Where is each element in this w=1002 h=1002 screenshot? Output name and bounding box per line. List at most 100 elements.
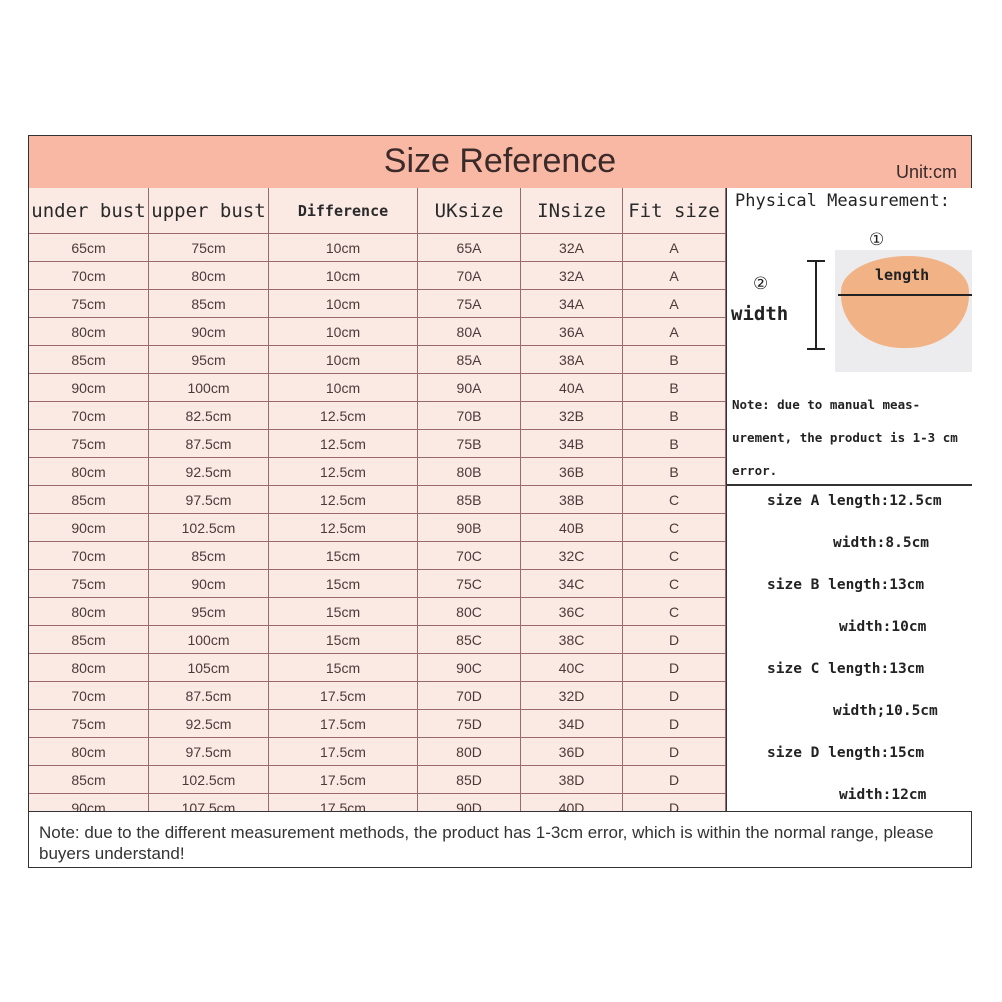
table-cell: 80C <box>418 598 521 625</box>
table-cell: 32D <box>521 682 623 709</box>
size-length-spec: size A length:12.5cm <box>767 493 942 509</box>
size-length-spec: size B length:13cm <box>767 577 925 593</box>
table-cell: 38C <box>521 626 623 653</box>
table-cell: 80cm <box>29 654 149 681</box>
table-cell: 95cm <box>149 346 269 373</box>
table-cell: 80D <box>418 738 521 765</box>
table-cell: B <box>623 458 726 485</box>
table-cell: 70A <box>418 262 521 289</box>
table-row: 80cm 90cm 10cm 80A 36A A <box>29 318 726 346</box>
table-cell: 75cm <box>29 290 149 317</box>
table-cell: 85C <box>418 626 521 653</box>
table-cell: 12.5cm <box>269 430 418 457</box>
length-line <box>838 294 972 296</box>
table-cell: 36D <box>521 738 623 765</box>
table-cell: 90cm <box>29 374 149 401</box>
table-row: 70cm 85cm 15cm 70C 32C C <box>29 542 726 570</box>
table-cell: 17.5cm <box>269 794 418 811</box>
table-row: 70cm 87.5cm 17.5cm 70D 32D D <box>29 682 726 710</box>
table-cell: 32C <box>521 542 623 569</box>
table-cell: 90A <box>418 374 521 401</box>
table-cell: 85B <box>418 486 521 513</box>
table-row: 85cm 100cm 15cm 85C 38C D <box>29 626 726 654</box>
header-difference: Difference <box>269 188 418 233</box>
table-cell: 15cm <box>269 654 418 681</box>
breast-form-shape <box>841 256 969 348</box>
table-cell: D <box>623 710 726 737</box>
table-cell: 34B <box>521 430 623 457</box>
table-cell: 38D <box>521 766 623 793</box>
table-cell: D <box>623 766 726 793</box>
table-cell: 95cm <box>149 598 269 625</box>
size-width-spec: width;10.5cm <box>833 703 938 719</box>
table-cell: 12.5cm <box>269 486 418 513</box>
table-cell: 12.5cm <box>269 458 418 485</box>
table-row: 90cm 100cm 10cm 90A 40A B <box>29 374 726 402</box>
table-cell: 32B <box>521 402 623 429</box>
table-cell: 90cm <box>29 514 149 541</box>
table-cell: 75cm <box>29 570 149 597</box>
table-row: 80cm 95cm 15cm 80C 36C C <box>29 598 726 626</box>
table-cell: 75C <box>418 570 521 597</box>
table-cell: 80cm <box>29 318 149 345</box>
table-row: 70cm 82.5cm 12.5cm 70B 32B B <box>29 402 726 430</box>
breast-form-image: length <box>835 250 972 372</box>
measurement-panel: Physical Measurement: ① ② width length N… <box>726 188 972 811</box>
table-cell: 34C <box>521 570 623 597</box>
table-cell: C <box>623 598 726 625</box>
panel-divider <box>727 484 972 486</box>
table-cell: A <box>623 262 726 289</box>
table-cell: A <box>623 318 726 345</box>
table-cell: 15cm <box>269 626 418 653</box>
width-label: width <box>731 303 789 325</box>
table-cell: 10cm <box>269 262 418 289</box>
marker-1: ① <box>869 230 885 250</box>
table-cell: 92.5cm <box>149 710 269 737</box>
table-cell: 90C <box>418 654 521 681</box>
table-cell: 70C <box>418 542 521 569</box>
title-band: Size Reference Unit:cm <box>29 136 971 189</box>
header-uksize: UKsize <box>418 188 521 233</box>
chart-title: Size Reference <box>383 142 617 180</box>
table-cell: 82.5cm <box>149 402 269 429</box>
table-row: 65cm 75cm 10cm 65A 32A A <box>29 234 726 262</box>
table-row: 75cm 90cm 15cm 75C 34C C <box>29 570 726 598</box>
header-insize: INsize <box>521 188 623 233</box>
table-cell: 80A <box>418 318 521 345</box>
table-cell: 32A <box>521 262 623 289</box>
table-cell: 80cm <box>29 738 149 765</box>
table-cell: C <box>623 570 726 597</box>
width-tick-top <box>807 260 825 262</box>
table-cell: 38B <box>521 486 623 513</box>
table-cell: 90B <box>418 514 521 541</box>
table-row: 75cm 85cm 10cm 75A 34A A <box>29 290 726 318</box>
table-cell: 15cm <box>269 542 418 569</box>
table-cell: 75D <box>418 710 521 737</box>
table-cell: 87.5cm <box>149 430 269 457</box>
table-row: 80cm 92.5cm 12.5cm 80B 36B B <box>29 458 726 486</box>
table-cell: 90cm <box>29 794 149 811</box>
size-length-spec: size D length:15cm <box>767 745 925 761</box>
table-cell: A <box>623 234 726 261</box>
table-cell: 85A <box>418 346 521 373</box>
table-cell: 107.5cm <box>149 794 269 811</box>
table-cell: 17.5cm <box>269 710 418 737</box>
table-cell: 17.5cm <box>269 766 418 793</box>
table-row: 85cm 102.5cm 17.5cm 85D 38D D <box>29 766 726 794</box>
table-cell: 10cm <box>269 290 418 317</box>
table-cell: 40A <box>521 374 623 401</box>
size-width-spec: width:8.5cm <box>833 535 930 551</box>
header-fit-size: Fit size <box>623 188 726 233</box>
manual-measurement-note: Note: due to manual meas-urement, the pr… <box>732 397 958 478</box>
table-cell: 65A <box>418 234 521 261</box>
table-cell: 102.5cm <box>149 766 269 793</box>
table-cell: D <box>623 626 726 653</box>
size-table: under bust upper bust Difference UKsize … <box>29 188 726 811</box>
table-cell: 40B <box>521 514 623 541</box>
size-length-spec: size C length:13cm <box>767 661 925 677</box>
table-cell: 32A <box>521 234 623 261</box>
table-cell: B <box>623 430 726 457</box>
table-cell: 70cm <box>29 262 149 289</box>
table-cell: 85D <box>418 766 521 793</box>
table-row: 85cm 95cm 10cm 85A 38A B <box>29 346 726 374</box>
